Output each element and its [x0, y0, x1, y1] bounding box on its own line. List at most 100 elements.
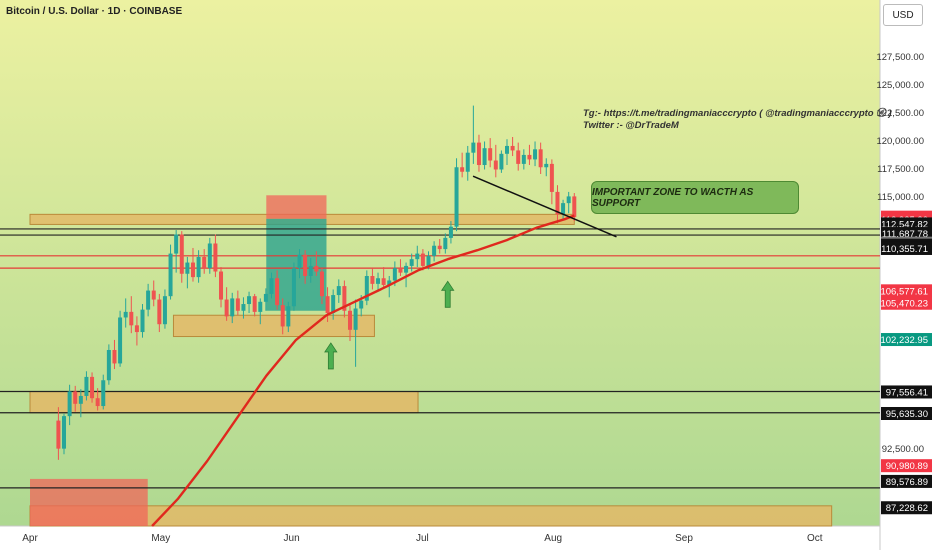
- candle-body: [67, 391, 72, 417]
- candle: [247, 291, 252, 313]
- candle: [499, 150, 504, 173]
- candle-body: [106, 349, 111, 381]
- price-axis-background: [880, 0, 932, 550]
- candle: [331, 289, 336, 320]
- time-tick-label: Apr: [22, 533, 38, 544]
- time-ticks: Apr May Jun Jul Aug Sep Oct: [22, 533, 823, 544]
- candle-body: [73, 391, 78, 404]
- candle-body: [162, 296, 167, 325]
- candle: [555, 185, 560, 224]
- candle: [190, 247, 195, 282]
- candle: [286, 301, 291, 333]
- candle-body: [392, 268, 397, 281]
- price-label-text: 87,228.62: [886, 503, 928, 514]
- up-arrows: [324, 280, 455, 370]
- candle: [230, 292, 235, 324]
- candle-body: [527, 154, 532, 160]
- candle-body: [179, 234, 184, 274]
- candle-body: [140, 309, 145, 333]
- currency-button[interactable]: USD: [883, 4, 923, 26]
- candle-body: [359, 300, 364, 309]
- candle: [404, 262, 409, 288]
- candle-body: [493, 160, 498, 170]
- candle-body: [488, 148, 493, 161]
- price-tick-label: 125,000.00: [876, 80, 924, 91]
- price-label-text: 89,576.89: [886, 477, 928, 488]
- time-tick-label: May: [151, 533, 170, 544]
- candle-body: [566, 196, 571, 204]
- candle: [219, 267, 224, 308]
- candle-body: [353, 308, 358, 330]
- support-zones: [29, 213, 833, 527]
- candle-body: [398, 268, 403, 273]
- candle-body: [263, 293, 268, 302]
- price-tick-label: 115,000.00: [877, 192, 924, 203]
- time-tick-label: Jul: [416, 533, 429, 544]
- candle: [258, 298, 263, 325]
- horizontal-levels: [0, 228, 880, 489]
- candle: [353, 299, 358, 367]
- price-label-text: 97,556.41: [886, 387, 928, 398]
- candle-body: [286, 306, 291, 327]
- candle-body: [185, 262, 190, 274]
- candle-body: [78, 395, 83, 404]
- candle-body: [84, 376, 89, 396]
- candle: [213, 234, 218, 278]
- symbol-title: Bitcoin / U.S. Dollar · 1D · COINBASE: [6, 6, 183, 17]
- candle-body: [510, 145, 515, 151]
- candle: [516, 142, 521, 171]
- candle: [420, 249, 425, 271]
- candle-body: [230, 298, 235, 317]
- candle: [521, 149, 526, 170]
- candle: [73, 385, 78, 412]
- candle-body: [364, 276, 369, 301]
- price-label-text: 102,232.95: [880, 335, 928, 346]
- candle: [123, 298, 128, 328]
- candle-body: [112, 349, 117, 364]
- candle-body: [219, 271, 224, 300]
- price-label: 90,980.89: [881, 459, 932, 473]
- candle-body: [572, 196, 577, 218]
- candle-body: [252, 296, 257, 312]
- price-tick-label: 122,500.00: [876, 108, 924, 119]
- support-zone-1: [172, 314, 375, 338]
- candle: [336, 279, 341, 303]
- candle: [460, 152, 465, 178]
- candle-body: [561, 203, 566, 215]
- candle-body: [516, 150, 521, 164]
- candle: [196, 250, 201, 283]
- candle-body: [90, 376, 95, 399]
- candle-body: [62, 416, 67, 449]
- twitter-text: Twitter :- @DrTradeM: [583, 120, 679, 131]
- price-label: 89,576.89: [881, 474, 932, 488]
- candle: [297, 249, 302, 279]
- candle-body: [454, 167, 459, 227]
- support-callout: IMPORTANT ZONE TO WACTH AS SUPPORT: [591, 181, 799, 214]
- candle-body: [168, 253, 173, 297]
- candle: [151, 280, 156, 307]
- candle-body: [247, 296, 252, 305]
- time-tick-label: Sep: [675, 533, 693, 544]
- candle: [56, 407, 61, 460]
- price-label-text: 90,980.89: [886, 461, 928, 472]
- candle-body: [319, 271, 324, 297]
- candle-body: [476, 142, 481, 166]
- candle: [387, 276, 392, 298]
- candle-body: [280, 305, 285, 327]
- candle: [134, 316, 139, 346]
- ma-line: [151, 214, 575, 527]
- candle-body: [415, 253, 420, 260]
- candle: [398, 259, 403, 276]
- candle-body: [297, 254, 302, 269]
- price-label: 106,577.61: [880, 284, 932, 298]
- candle-body: [129, 311, 134, 326]
- candle: [202, 249, 207, 274]
- candle: [488, 138, 493, 168]
- price-label-background: [881, 406, 932, 420]
- candle: [84, 371, 89, 401]
- candle-body: [426, 255, 431, 266]
- candle-body: [404, 265, 409, 273]
- candle-body: [207, 243, 212, 269]
- time-axis-background: [0, 526, 880, 550]
